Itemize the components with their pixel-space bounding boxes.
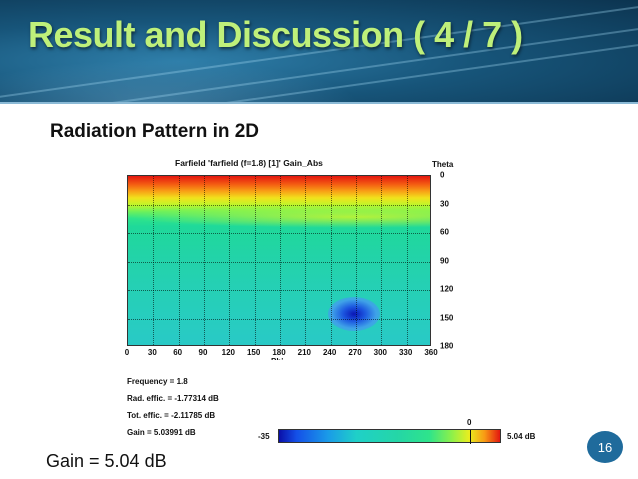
heatmap-plot (127, 175, 431, 346)
section-subtitle: Radiation Pattern in 2D (50, 121, 260, 142)
x-tick-label: 30 (147, 348, 157, 357)
colorbar-max-label: 5.04 dB (507, 432, 536, 441)
theta-tick-label: 0 (440, 170, 445, 180)
page-number-badge: 16 (587, 431, 623, 463)
header-glow (0, 60, 360, 102)
slide-title: Result and Discussion ( 4 / 7 ) (28, 14, 523, 55)
x-tick-label: 360 (424, 348, 438, 357)
x-tick-label: 90 (198, 348, 208, 357)
x-tick-label: 210 (297, 348, 312, 357)
theta-tick-label: 120 (440, 284, 454, 294)
grid-line-vertical (305, 176, 307, 345)
x-tick-label: 0 (124, 348, 130, 357)
colorbar-zero-label: 0 (467, 418, 472, 427)
x-tick-label: 270 (348, 348, 362, 357)
grid-line-horizontal (128, 318, 430, 320)
colorbar (278, 429, 501, 443)
gain-summary: Gain = 5.04 dB (46, 451, 167, 471)
grid-line-horizontal (128, 233, 430, 234)
grid-line-horizontal (128, 261, 430, 263)
grid-line-vertical (381, 176, 383, 345)
theta-tick-label: 30 (440, 199, 449, 208)
grid-line-vertical (229, 176, 231, 345)
x-tick-label: 120 (221, 348, 236, 357)
x-tick-label: 240 (322, 348, 337, 357)
grid-line-vertical (356, 176, 357, 345)
x-tick-label: 330 (398, 348, 413, 357)
grid-line-vertical (153, 176, 155, 345)
grid-line-horizontal (128, 290, 430, 291)
x-tick-label: 180 (272, 348, 286, 357)
x-tick-label: 60 (173, 348, 183, 357)
header-separator (0, 102, 638, 104)
heatmap-band (128, 206, 430, 228)
theta-tick-label: 180 (440, 341, 454, 351)
grid-line-vertical (178, 176, 180, 345)
legend-frequency: Frequency = 1.8 (127, 377, 188, 386)
theta-tick-label: 60 (440, 227, 449, 237)
colorbar-min-label: -35 (258, 432, 270, 441)
legend-rad-effic: Rad. effic. = -1.77314 dB (127, 394, 219, 403)
theta-tick-label: 150 (440, 313, 454, 322)
colorbar-zero-marker (470, 430, 471, 444)
grid-line-vertical (254, 176, 256, 345)
x-tick-label: 150 (246, 348, 261, 357)
theta-axis-title: Theta (432, 160, 454, 169)
slide-header: Result and Discussion ( 4 / 7 ) (0, 0, 638, 102)
grid-line-vertical (280, 176, 281, 345)
gain-minimum-spot (328, 297, 380, 331)
x-tick-label: 300 (373, 348, 388, 357)
theta-tick-label: 90 (440, 256, 449, 265)
grid-line-vertical (330, 176, 332, 345)
plot-title: Farfield 'farfield (f=1.8) [1]' Gain_Abs (175, 158, 323, 168)
legend-tot-effic: Tot. effic. = -2.11785 dB (127, 411, 216, 420)
grid-line-vertical (406, 176, 408, 345)
grid-line-horizontal (128, 204, 430, 206)
legend-gain: Gain = 5.03991 dB (127, 428, 196, 437)
grid-line-vertical (204, 176, 205, 345)
